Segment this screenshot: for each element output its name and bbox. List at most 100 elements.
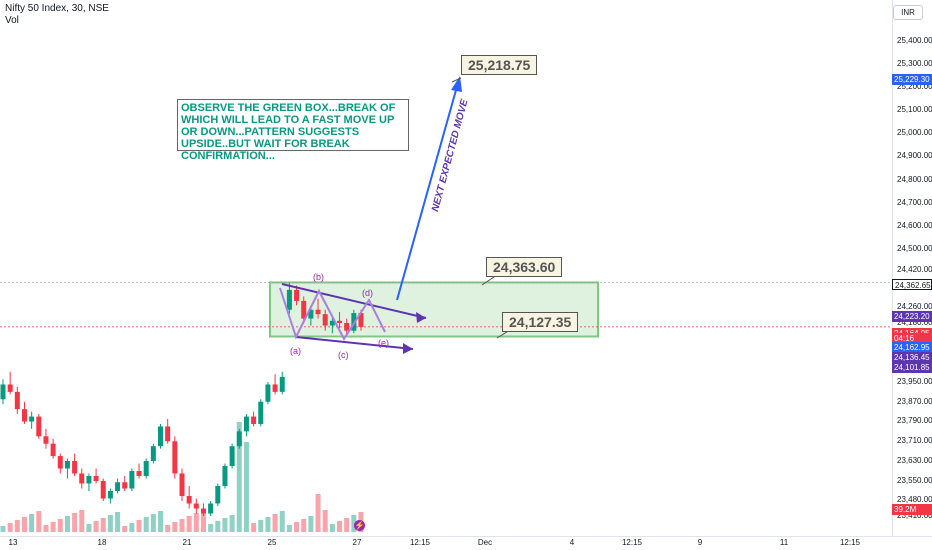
volume-bar — [122, 526, 128, 532]
price-tick-label: 25,200.00 — [897, 82, 932, 91]
volume-bar — [229, 515, 235, 532]
candle-body — [172, 441, 178, 474]
upper-trendline — [281, 283, 427, 319]
volume-bar — [344, 518, 350, 532]
price-tick-label: 25,400.00 — [897, 36, 932, 45]
candle-body — [236, 431, 242, 447]
box-top-callout[interactable]: 24,363.60 — [486, 257, 563, 277]
volume-bar — [57, 519, 63, 532]
currency-button[interactable]: INR — [893, 5, 923, 20]
price-tick-label: 23,550.00 — [897, 476, 932, 485]
price-tag: 04:16 — [892, 333, 932, 344]
volume-bar — [150, 514, 156, 532]
candle-body — [57, 456, 63, 469]
time-tick-label: 12:15 — [839, 538, 861, 547]
volume-bar — [322, 510, 328, 532]
candle-body — [301, 300, 307, 319]
volume-bar — [193, 513, 199, 532]
price-tick-label: 24,700.00 — [897, 198, 932, 207]
candle-body — [107, 491, 113, 499]
lightning-icon[interactable]: ⚡ — [354, 520, 365, 531]
volume-bar — [236, 422, 242, 532]
volume-bar — [143, 517, 149, 532]
candle-body — [215, 486, 221, 504]
wave-pattern — [279, 287, 386, 341]
candle-body — [165, 426, 171, 442]
volume-bar — [93, 521, 99, 532]
time-tick-label: 12:15 — [409, 538, 431, 547]
candle-body — [21, 409, 27, 422]
candle-body — [158, 426, 164, 447]
price-tag: 24,362.65 — [892, 279, 932, 290]
wave-label-d: (d) — [362, 288, 373, 298]
volume-bar — [72, 513, 78, 532]
candle-body — [258, 401, 264, 424]
candle-body — [186, 496, 192, 504]
candle-body — [329, 320, 335, 326]
symbol-title: Nifty 50 Index, 30, NSE — [5, 3, 109, 14]
price-tag: 25,229.30 — [892, 74, 932, 85]
volume-bar — [215, 521, 221, 532]
volume-bar — [222, 518, 228, 532]
time-tick-label: 4 — [569, 538, 575, 547]
candle-body — [279, 376, 285, 392]
candle-body — [115, 482, 121, 491]
candle-body — [344, 323, 350, 331]
volume-bar — [158, 511, 164, 532]
time-tick-label: Dec — [477, 538, 493, 547]
candle-body — [193, 503, 199, 509]
candle-body — [243, 416, 249, 432]
wave-label-b: (b) — [313, 272, 324, 282]
target-leader — [451, 77, 462, 83]
candle-body — [294, 289, 300, 301]
volume-bar — [0, 526, 6, 532]
expected-move-arrowhead — [451, 76, 462, 92]
candle-body — [208, 503, 214, 514]
price-tick-label: 24,180.00 — [897, 318, 932, 327]
candle-body — [72, 461, 78, 474]
volume-bar — [36, 511, 42, 532]
box-bottom-callout[interactable]: 24,127.35 — [502, 312, 579, 332]
candle-body — [43, 436, 49, 444]
analysis-note[interactable]: OBSERVE THE GREEN BOX...BREAK OF WHICH W… — [177, 99, 409, 162]
candle-body — [136, 471, 142, 476]
volume-bar — [200, 510, 206, 532]
candle-body — [86, 476, 92, 484]
volume-bar — [308, 516, 314, 532]
price-tag: 24,223.20 — [892, 311, 932, 322]
volume-bar — [351, 515, 357, 532]
volume-bar — [329, 524, 335, 532]
volume-bar — [315, 494, 321, 532]
candle-body — [143, 461, 149, 476]
price-tick-label: 25,100.00 — [897, 105, 932, 114]
candle-body — [122, 482, 128, 489]
price-tick-label: 25,300.00 — [897, 59, 932, 68]
candle-body — [36, 416, 42, 437]
time-tick-label: 11 — [779, 538, 789, 547]
volume-bar — [294, 522, 300, 532]
candle-body — [222, 466, 228, 486]
candle-body — [0, 384, 6, 400]
price-tick-label: 23,630.00 — [897, 456, 932, 465]
volume-bar — [64, 516, 70, 532]
price-tick-label: 23,410.00 — [897, 511, 932, 520]
price-tick-label: 23,710.00 — [897, 436, 932, 445]
candle-body — [286, 289, 292, 310]
price-axis-divider — [892, 0, 893, 537]
time-tick-label: 12:15 — [621, 538, 643, 547]
candle-body — [29, 416, 35, 422]
volume-bar — [100, 518, 106, 532]
volume-bar — [301, 519, 307, 532]
price-tick-label: 24,260.00 — [897, 302, 932, 311]
volume-bar — [251, 523, 257, 532]
candle-body — [272, 384, 278, 392]
volume-bar — [265, 517, 271, 532]
volume-bar — [208, 524, 214, 532]
candle-body — [150, 446, 156, 461]
target-callout[interactable]: 25,218.75 — [461, 55, 538, 75]
volume-bar — [21, 517, 27, 532]
chart-canvas[interactable] — [0, 0, 892, 537]
time-tick-label: 18 — [97, 538, 107, 547]
volume-bar — [243, 442, 249, 532]
time-tick-label: 9 — [697, 538, 703, 547]
